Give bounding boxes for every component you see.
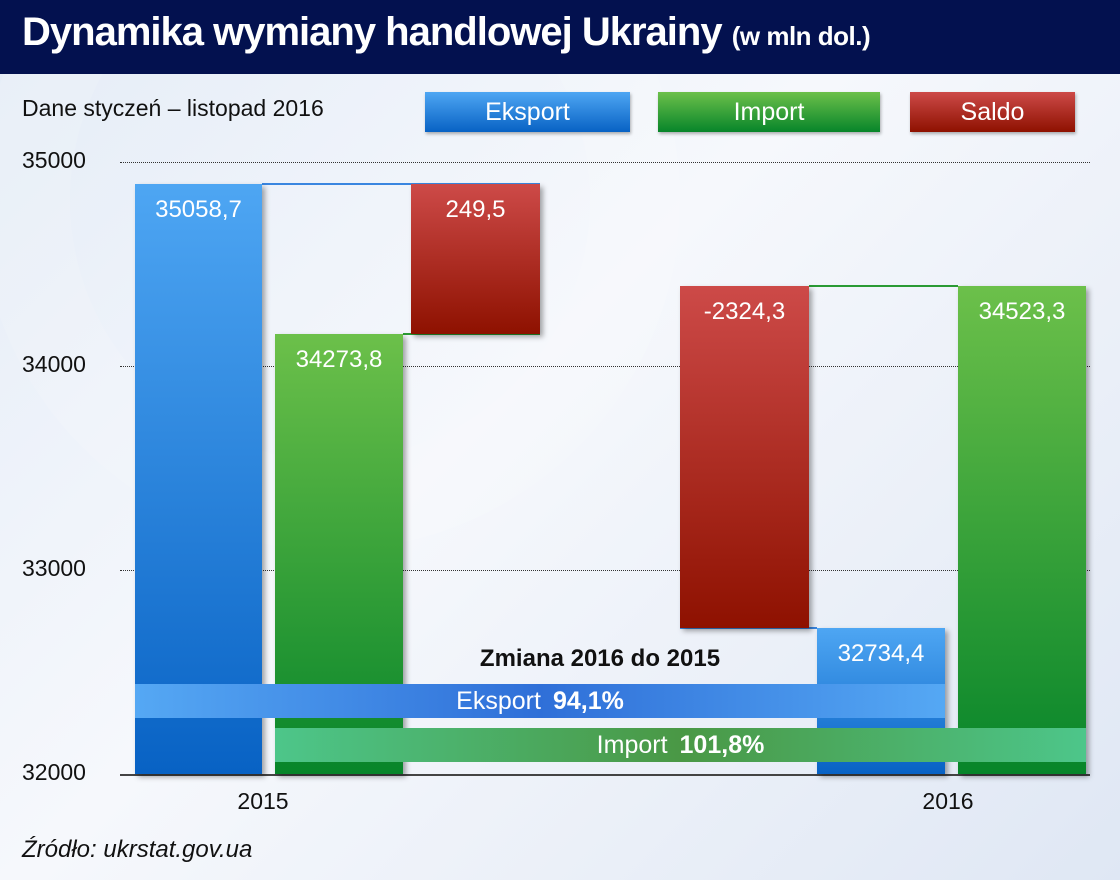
bar-saldo-2016: -2324,3: [680, 286, 809, 629]
data-label: 34523,3: [978, 298, 1066, 326]
data-label: 249,5: [445, 196, 506, 223]
title-text: Dynamika wymiany handlowej Ukrainy: [22, 10, 723, 54]
x-tick-label: 2016: [922, 788, 974, 814]
band-value: 94,1%: [552, 686, 624, 715]
page-title: Dynamika wymiany handlowej Ukrainy (w ml…: [22, 10, 871, 55]
y-tick-label: 33000: [22, 555, 86, 581]
change-title: Zmiana 2016 do 2015: [479, 645, 721, 672]
gridline: [120, 366, 1090, 367]
title-unit: (w mln dol.): [731, 21, 871, 51]
x-axis-line: [120, 774, 1090, 776]
data-label: 35058,7: [155, 196, 242, 223]
legend-label: Import: [733, 97, 805, 126]
header-bar: Dynamika wymiany handlowej Ukrainy (w ml…: [0, 0, 1120, 74]
legend-label: Eksport: [485, 97, 570, 126]
source-note: Źródło: ukrstat.gov.ua: [22, 836, 253, 863]
legend-eksport: Eksport: [425, 92, 630, 132]
import-change-band: Import 101,8%: [275, 728, 1086, 762]
bar-import-2016: 34523,3: [958, 286, 1086, 774]
legend-import: Import: [658, 92, 880, 132]
connector-import-2015: [403, 332, 540, 335]
chart-subtitle: Dane styczeń – listopad 2016: [22, 95, 324, 121]
data-label: -2324,3: [703, 298, 786, 326]
bar-eksport-2015: 35058,7: [135, 184, 262, 774]
legend-label: Saldo: [960, 97, 1025, 126]
y-tick-label: 34000: [22, 351, 86, 377]
legend-saldo: Saldo: [910, 92, 1075, 132]
band-label: Eksport: [456, 686, 541, 715]
connector-import-2016: [809, 285, 958, 288]
y-tick-label: 32000: [22, 759, 86, 785]
x-tick-label: 2015: [237, 788, 289, 814]
band-label: Import: [596, 730, 668, 759]
gridline: [120, 570, 1090, 571]
y-tick-label: 35000: [22, 147, 86, 173]
band-value: 101,8%: [679, 730, 765, 759]
connector-eksport-2016: [680, 627, 817, 630]
data-label: 32734,4: [837, 640, 925, 668]
connector-eksport-2015: [262, 183, 540, 185]
gridline: [120, 162, 1090, 163]
eksport-change-band: Eksport 94,1%: [135, 684, 945, 718]
data-label: 34273,8: [295, 345, 383, 373]
bar-saldo-2015: 249,5: [411, 184, 540, 334]
